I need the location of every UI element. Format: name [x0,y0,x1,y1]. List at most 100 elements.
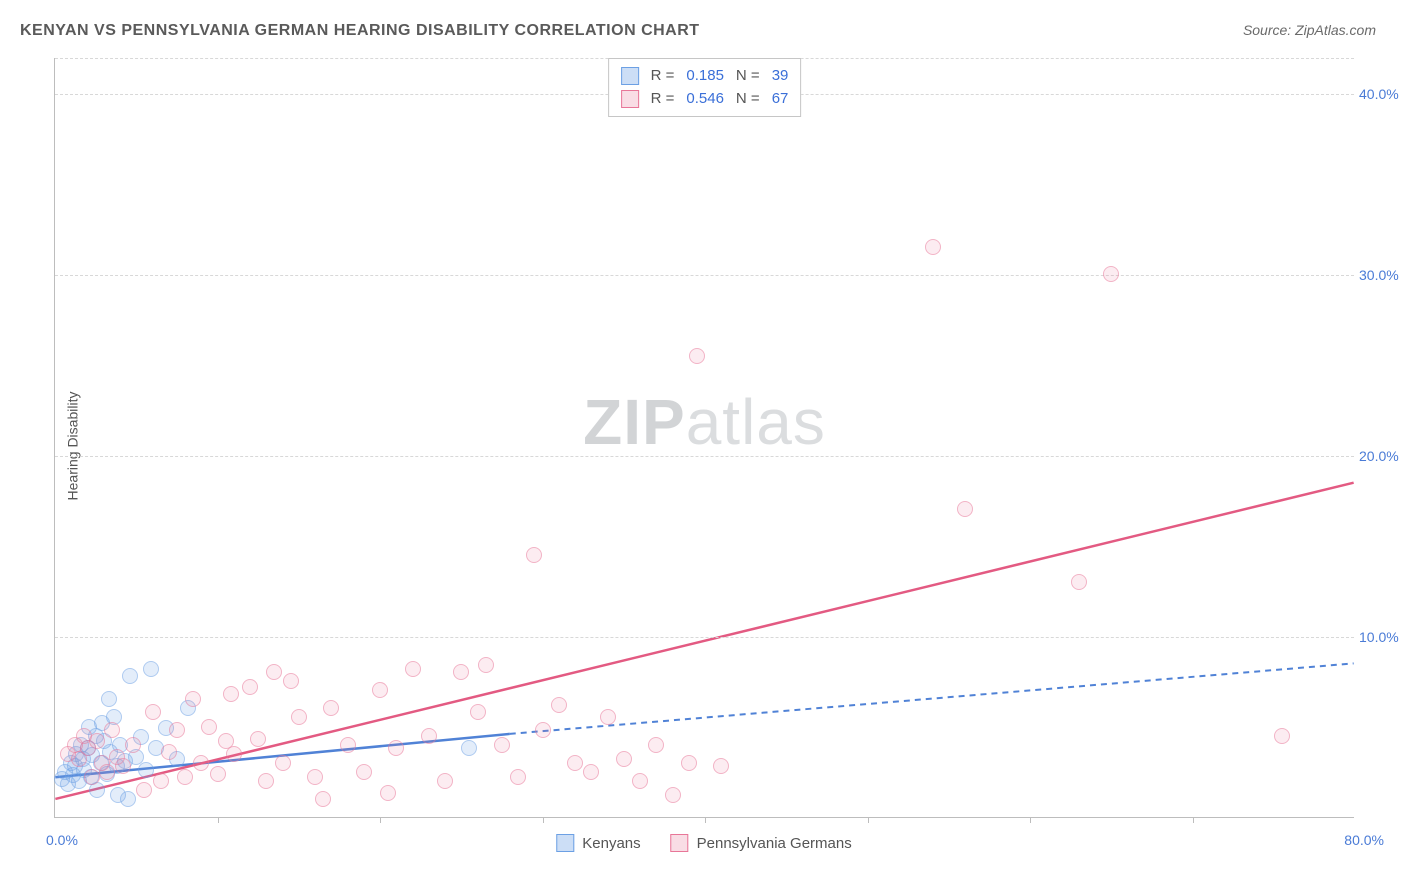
legend-swatch-icon [556,834,574,852]
scatter-point [223,686,239,702]
gridline-h [55,275,1354,276]
scatter-point [453,664,469,680]
scatter-point [1274,728,1290,744]
scatter-point [84,769,100,785]
x-tick [705,817,706,823]
scatter-point [161,744,177,760]
x-tick [1193,817,1194,823]
scatter-point [689,348,705,364]
scatter-point [461,740,477,756]
scatter-point [291,709,307,725]
watermark: ZIPatlas [583,385,826,459]
scatter-point [648,737,664,753]
scatter-point [713,758,729,774]
legend-swatch-icon [671,834,689,852]
x-axis-min-label: 0.0% [46,832,78,848]
scatter-point [258,773,274,789]
r-label: R = [651,88,675,111]
n-value-0: 39 [772,65,789,88]
scatter-point [89,733,105,749]
source-prefix: Source: [1243,22,1295,38]
scatter-point [275,755,291,771]
scatter-point [470,704,486,720]
watermark-atlas: atlas [686,386,826,458]
scatter-point [494,737,510,753]
n-label: N = [736,88,760,111]
gridline-h [55,456,1354,457]
x-tick [543,817,544,823]
legend-label: Pennsylvania Germans [697,835,852,852]
scatter-point [250,731,266,747]
scatter-point [143,661,159,677]
scatter-point [1103,266,1119,282]
scatter-point [510,769,526,785]
r-label: R = [651,65,675,88]
trend-lines [55,58,1354,817]
scatter-point [380,785,396,801]
r-value-0: 0.185 [686,65,724,88]
scatter-point [632,773,648,789]
scatter-point [201,719,217,735]
scatter-point [437,773,453,789]
plot-area: ZIPatlas R = 0.185 N = 39 R = 0.546 N = … [54,58,1354,818]
x-tick [218,817,219,823]
scatter-point [583,764,599,780]
scatter-point [323,700,339,716]
x-tick [868,817,869,823]
scatter-point [957,501,973,517]
scatter-point [526,547,542,563]
legend-stats-row-0: R = 0.185 N = 39 [621,65,789,88]
scatter-point [283,673,299,689]
legend-series: Kenyans Pennsylvania Germans [556,834,851,852]
scatter-point [185,691,201,707]
scatter-point [138,762,154,778]
scatter-point [120,791,136,807]
legend-swatch-penn-german [621,90,639,108]
scatter-point [193,755,209,771]
scatter-point [421,728,437,744]
scatter-point [104,722,120,738]
scatter-point [169,722,185,738]
r-value-1: 0.546 [686,88,724,111]
legend-swatch-kenyans [621,67,639,85]
scatter-point [616,751,632,767]
legend-stats-row-1: R = 0.546 N = 67 [621,88,789,111]
chart-title: KENYAN VS PENNSYLVANIA GERMAN HEARING DI… [20,22,700,40]
scatter-point [125,737,141,753]
scatter-point [925,239,941,255]
y-tick-label: 30.0% [1359,267,1406,283]
scatter-point [145,704,161,720]
scatter-point [478,657,494,673]
scatter-point [177,769,193,785]
y-tick-label: 10.0% [1359,629,1406,645]
scatter-point [210,766,226,782]
scatter-point [356,764,372,780]
scatter-point [99,764,115,780]
scatter-point [1071,574,1087,590]
source-name: ZipAtlas.com [1295,22,1376,38]
scatter-point [101,691,117,707]
scatter-point [681,755,697,771]
y-tick-label: 40.0% [1359,86,1406,102]
scatter-point [315,791,331,807]
scatter-point [551,697,567,713]
watermark-zip: ZIP [583,386,686,458]
scatter-point [567,755,583,771]
x-axis-max-label: 80.0% [1344,832,1384,848]
scatter-point [535,722,551,738]
n-value-1: 67 [772,88,789,111]
scatter-point [153,773,169,789]
x-tick [380,817,381,823]
scatter-point [115,758,131,774]
legend-label: Kenyans [582,835,640,852]
legend-stats: R = 0.185 N = 39 R = 0.546 N = 67 [608,58,802,117]
scatter-point [226,746,242,762]
scatter-point [665,787,681,803]
chart-area: ZIPatlas R = 0.185 N = 39 R = 0.546 N = … [54,58,1354,818]
scatter-point [340,737,356,753]
scatter-point [388,740,404,756]
scatter-point [405,661,421,677]
x-tick [1030,817,1031,823]
scatter-point [372,682,388,698]
scatter-point [307,769,323,785]
